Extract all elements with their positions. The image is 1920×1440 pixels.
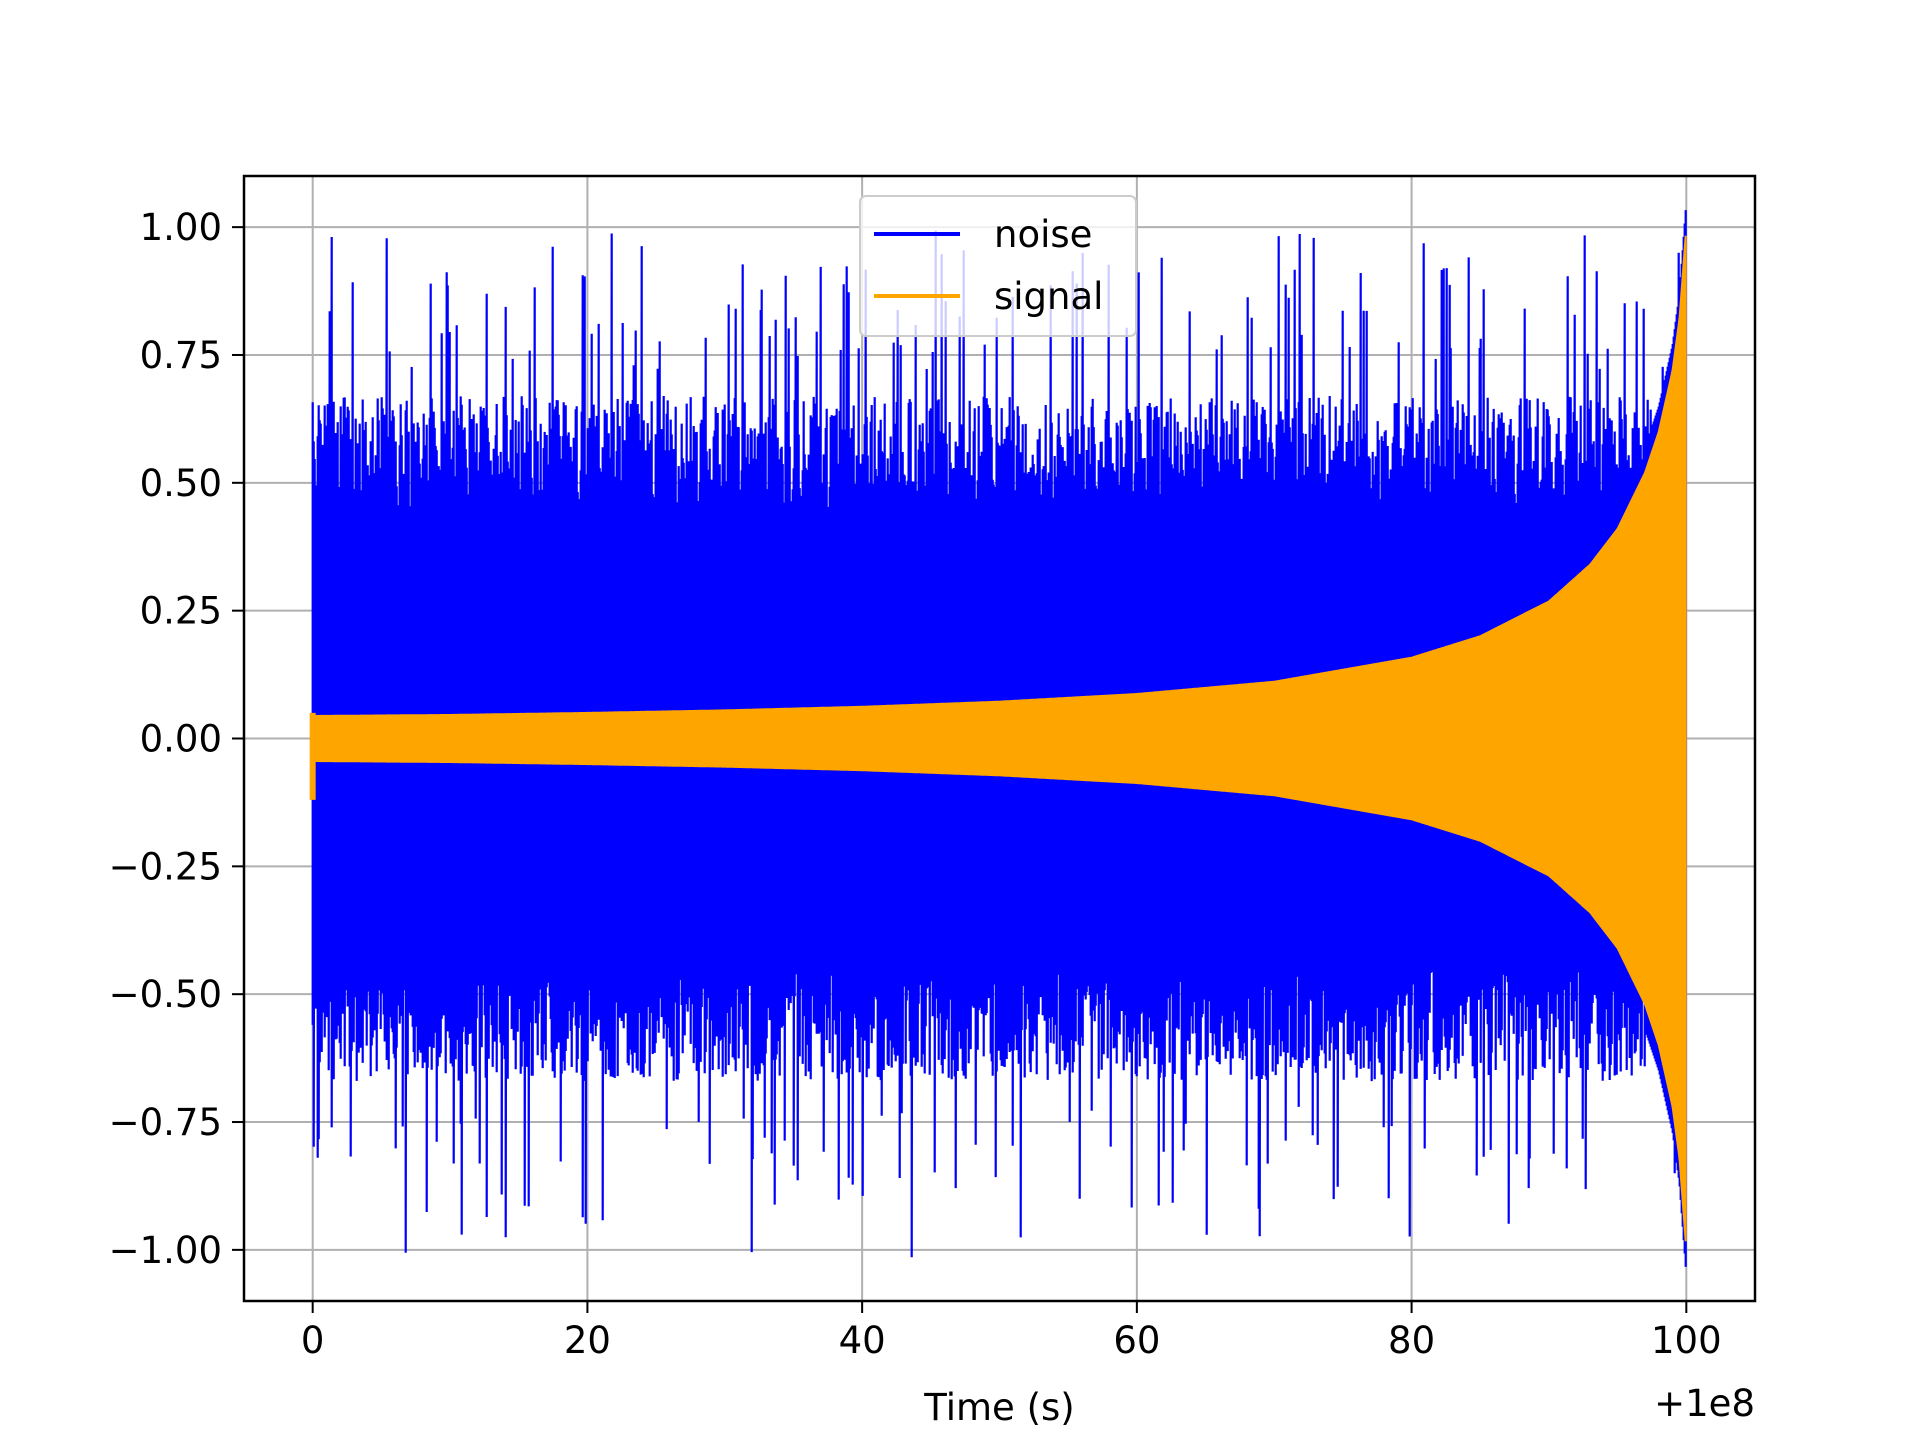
y-tick-label: 0.75 xyxy=(140,334,222,377)
y-tick-label: 1.00 xyxy=(140,206,222,249)
legend-box xyxy=(859,195,1137,337)
x-tick-label: 60 xyxy=(1113,1319,1160,1362)
y-tick-label: −1.00 xyxy=(109,1229,222,1272)
y-tick-label: 0.25 xyxy=(140,590,222,633)
tick-labels: 0 20 40 60 80 100 1.00 0.75 0.50 0.25 0.00 −0.25 −0.… xyxy=(109,206,1722,1362)
x-tick-label: 0 xyxy=(301,1319,325,1362)
y-tick-label: 0.00 xyxy=(140,718,222,761)
y-tick-label: 0.50 xyxy=(140,462,222,505)
series-layer xyxy=(309,210,1687,1267)
legend-noise-label: noise xyxy=(994,213,1092,256)
y-tick-label: −0.50 xyxy=(109,973,222,1016)
x-axis-offset-label: +1e8 xyxy=(1654,1382,1755,1425)
legend-signal-label: signal xyxy=(994,275,1103,318)
signal-series-band xyxy=(311,235,1687,1242)
tick-marks xyxy=(232,226,1688,1313)
y-tick-label: −0.25 xyxy=(109,845,222,888)
legend: noise signal xyxy=(859,195,1137,337)
x-tick-label: 100 xyxy=(1651,1319,1722,1362)
x-tick-label: 80 xyxy=(1388,1319,1435,1362)
x-axis-label: Time (s) xyxy=(923,1386,1074,1429)
y-tick-label: −0.75 xyxy=(109,1101,222,1144)
x-tick-label: 40 xyxy=(839,1319,886,1362)
x-tick-label: 20 xyxy=(564,1319,611,1362)
